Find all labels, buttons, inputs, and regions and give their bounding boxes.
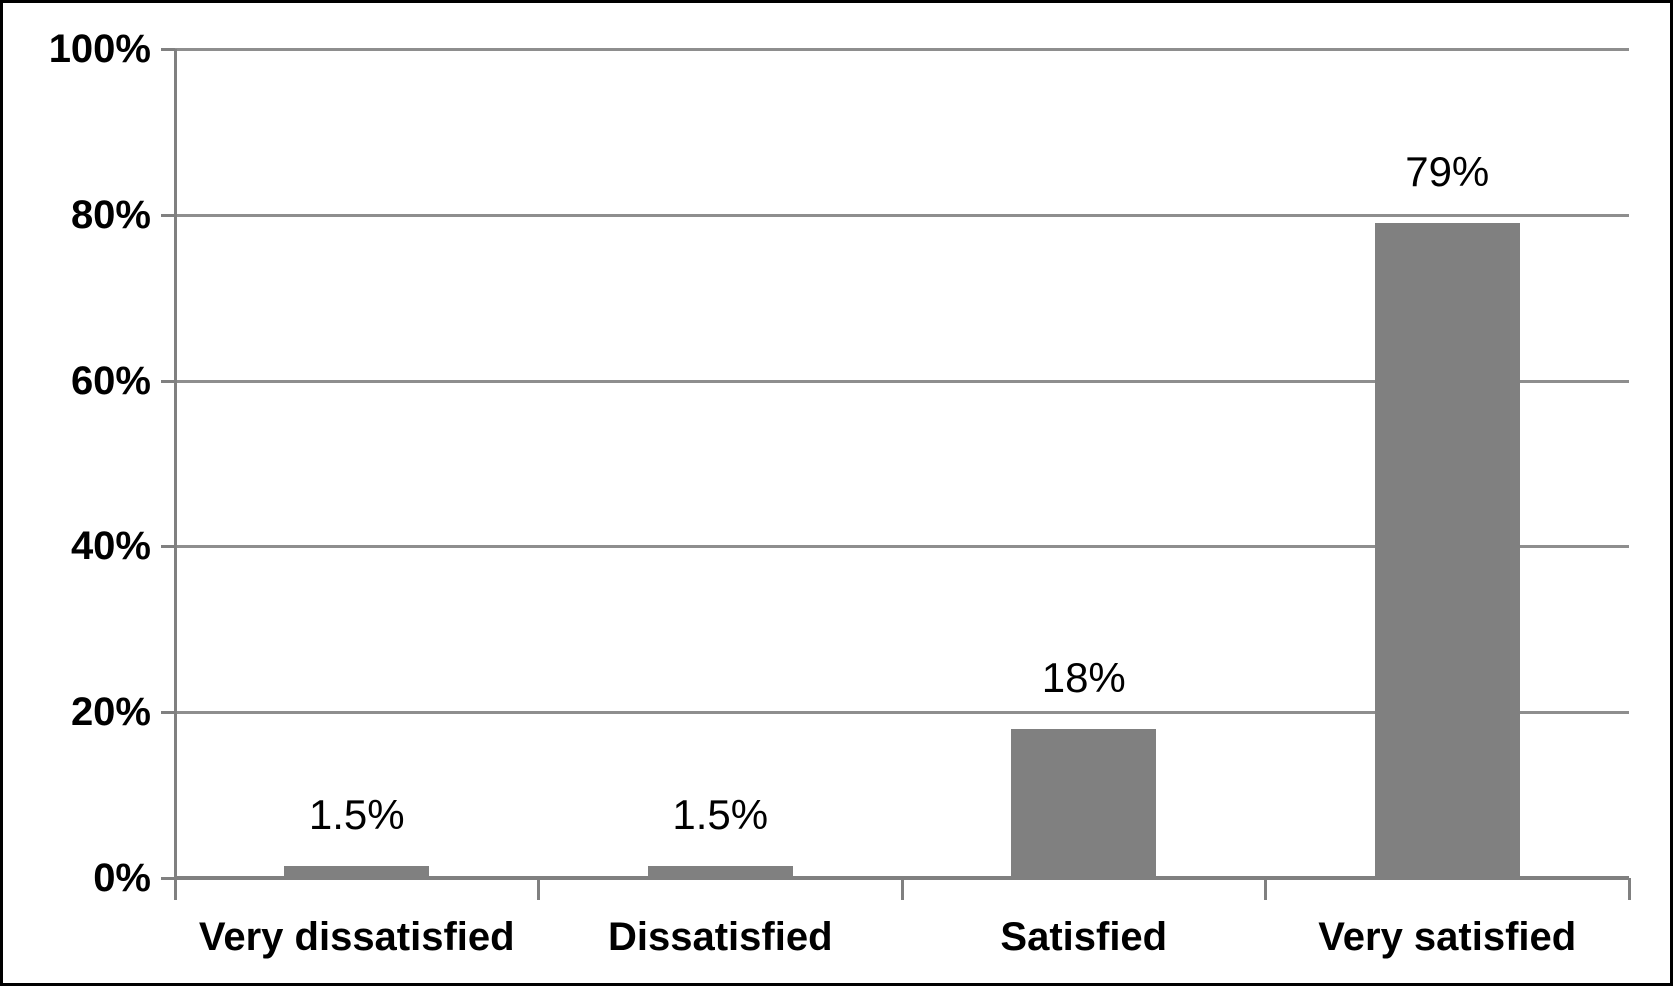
bar-satisfied — [1011, 728, 1157, 878]
bar-very-satisfied — [1374, 223, 1520, 878]
data-label-satisfied: 18% — [1041, 653, 1126, 701]
bar-dissatisfied — [647, 865, 793, 878]
x-axis-tick-4 — [1627, 878, 1631, 900]
gridline-60pct — [175, 379, 1629, 383]
x-axis-tick-2 — [900, 878, 904, 900]
data-label-very-satisfied: 79% — [1405, 148, 1490, 196]
category-label-very-dissatisfied: Very dissatisfied — [198, 915, 515, 959]
category-label-satisfied: Satisfied — [1000, 915, 1168, 959]
gridline-100pct — [175, 48, 1629, 51]
category-label-very-satisfied: Very satisfied — [1318, 915, 1577, 959]
x-axis-tick-1 — [537, 878, 540, 900]
data-label-dissatisfied: 1.5% — [672, 790, 769, 838]
y-axis-tick-100pct — [161, 48, 175, 51]
gridline-40pct — [175, 545, 1629, 549]
x-axis-tick-3 — [1264, 878, 1267, 900]
data-label-very-dissatisfied: 1.5% — [308, 790, 405, 838]
gridline-80pct — [175, 213, 1629, 217]
y-axis-tick-80pct — [161, 213, 175, 217]
y-axis-tick-20pct — [161, 711, 175, 715]
y-axis-label-0pct: 0% — [93, 856, 151, 900]
y-axis-label-60pct: 60% — [70, 358, 151, 403]
y-axis-label-20pct: 20% — [70, 690, 151, 735]
y-axis-label-80pct: 80% — [70, 192, 151, 237]
y-axis-tick-40pct — [161, 545, 175, 549]
bar-very-dissatisfied — [284, 865, 430, 878]
y-axis-line — [174, 49, 177, 900]
y-axis-label-100pct: 100% — [48, 27, 151, 71]
gridline-20pct — [175, 711, 1629, 715]
y-axis-label-40pct: 40% — [70, 524, 151, 569]
y-axis-tick-60pct — [161, 379, 175, 383]
y-axis-tick-0pct — [161, 877, 175, 880]
category-label-dissatisfied: Dissatisfied — [607, 915, 833, 959]
